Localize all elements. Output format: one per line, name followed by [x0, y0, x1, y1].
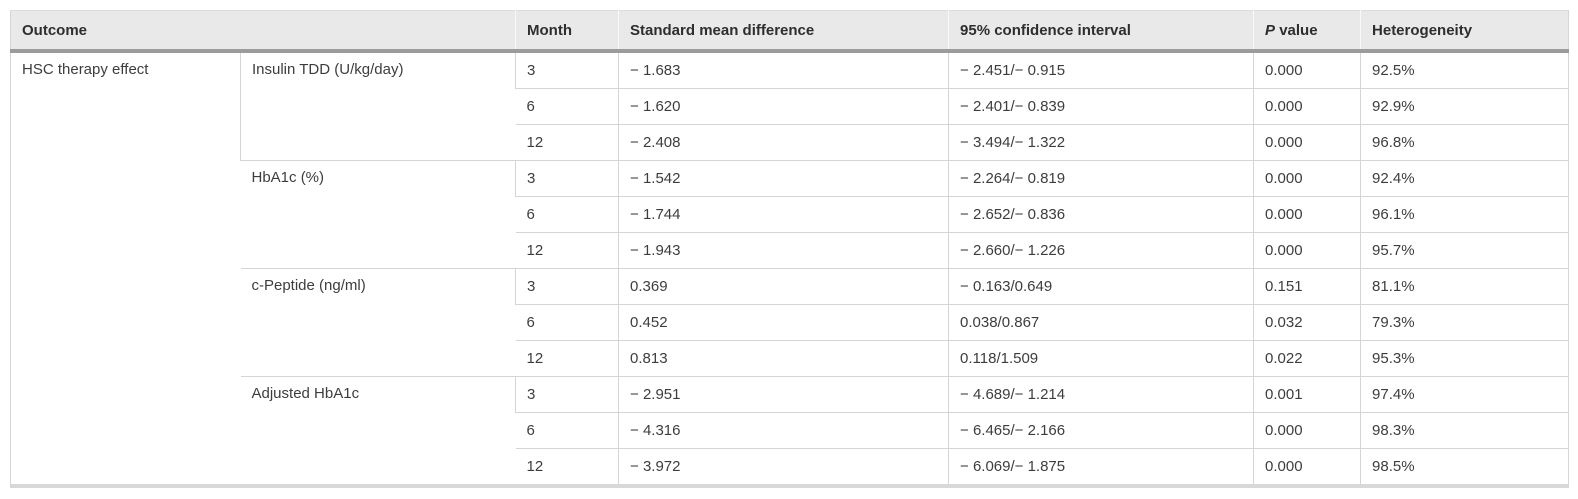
cell-heterogeneity: 98.5%: [1360, 448, 1569, 486]
table-row: 6 − 4.316 − 6.465/− 2.166 0.000 98.3%: [11, 412, 1569, 449]
cell-group-label: c-Peptide (ng/ml): [240, 268, 516, 377]
cell-month: 12: [515, 340, 619, 377]
cell-p-value: 0.000: [1253, 88, 1361, 125]
p-value-symbol: P: [1265, 21, 1276, 39]
cell-ci: − 2.652/− 0.836: [948, 196, 1254, 233]
cell-p-value: 0.000: [1253, 448, 1361, 486]
cell-group-label: Insulin TDD (U/kg/day): [239, 50, 516, 161]
cell-month: 6: [515, 412, 619, 449]
cell-ci: − 6.465/− 2.166: [948, 412, 1254, 449]
cell-p-value: 0.000: [1253, 124, 1361, 161]
cell-heterogeneity: 92.9%: [1360, 88, 1569, 125]
meta-analysis-table-container: Outcome Month Standard mean difference 9…: [10, 10, 1570, 488]
table-row: 12 − 2.408 − 3.494/− 1.322 0.000 96.8%: [11, 124, 1569, 161]
cell-outcome-label: HSC therapy effect: [10, 50, 241, 486]
cell-month: 12: [515, 232, 619, 269]
cell-month: 12: [515, 124, 619, 161]
header-row: Outcome Month Standard mean difference 9…: [10, 10, 1569, 53]
table-row: 12 0.813 0.118/1.509 0.022 95.3%: [11, 340, 1569, 377]
cell-p-value: 0.151: [1253, 268, 1361, 305]
cell-ci: − 6.069/− 1.875: [948, 448, 1254, 486]
cell-p-value: 0.000: [1253, 196, 1361, 233]
cell-month: 6: [515, 196, 619, 233]
cell-heterogeneity: 92.4%: [1360, 160, 1569, 197]
cell-p-value: 0.032: [1253, 304, 1361, 341]
cell-group-label: Adjusted HbA1c: [240, 376, 516, 486]
col-header-month: Month: [515, 10, 619, 53]
table-row: c-Peptide (ng/ml) 3 0.369 − 0.163/0.649 …: [11, 268, 1569, 377]
meta-analysis-results-table: Outcome Month Standard mean difference 9…: [10, 10, 1570, 488]
cell-month: 6: [515, 88, 619, 125]
col-header-p-value: P value: [1253, 10, 1361, 53]
cell-heterogeneity: 96.1%: [1360, 196, 1569, 233]
p-value-word: value: [1279, 21, 1318, 39]
cell-ci: 0.038/0.867: [948, 304, 1254, 341]
table-body: HSC therapy effect Insulin TDD (U/kg/day…: [10, 50, 1569, 486]
table-row: HbA1c (%) 3 − 1.542 − 2.264/− 0.819 0.00…: [11, 160, 1569, 269]
cell-smd: − 2.408: [618, 124, 949, 161]
cell-smd: − 1.943: [618, 232, 949, 269]
cell-ci: − 2.451/− 0.915: [948, 50, 1254, 89]
cell-ci: − 2.660/− 1.226: [948, 232, 1254, 269]
cell-smd: − 3.972: [618, 448, 949, 486]
cell-heterogeneity: 97.4%: [1360, 376, 1569, 413]
cell-month: 3: [515, 268, 619, 305]
cell-smd: − 1.683: [618, 50, 949, 89]
table-header: Outcome Month Standard mean difference 9…: [10, 10, 1569, 53]
col-header-ci: 95% confidence interval: [948, 10, 1254, 53]
cell-ci: − 4.689/− 1.214: [948, 376, 1254, 413]
cell-ci: 0.118/1.509: [948, 340, 1254, 377]
cell-smd: − 1.620: [618, 88, 949, 125]
cell-month: 3: [515, 376, 619, 413]
table-row: Adjusted HbA1c 3 − 2.951 − 4.689/− 1.214…: [11, 376, 1569, 486]
cell-smd: − 2.951: [618, 376, 949, 413]
cell-p-value: 0.000: [1253, 160, 1361, 197]
col-header-heterogeneity: Heterogeneity: [1360, 10, 1569, 53]
cell-ci: − 2.264/− 0.819: [948, 160, 1254, 197]
cell-ci: − 2.401/− 0.839: [948, 88, 1254, 125]
cell-heterogeneity: 92.5%: [1360, 50, 1569, 89]
table-row: HSC therapy effect Insulin TDD (U/kg/day…: [10, 50, 1569, 486]
cell-smd: 0.452: [618, 304, 949, 341]
table-row: 12 − 3.972 − 6.069/− 1.875 0.000 98.5%: [11, 448, 1569, 486]
cell-heterogeneity: 95.3%: [1360, 340, 1569, 377]
cell-p-value: 0.000: [1253, 50, 1361, 89]
cell-heterogeneity: 79.3%: [1360, 304, 1569, 341]
cell-heterogeneity: 81.1%: [1360, 268, 1569, 305]
col-header-outcome: Outcome: [10, 10, 516, 53]
cell-p-value: 0.001: [1253, 376, 1361, 413]
cell-smd: − 1.744: [618, 196, 949, 233]
cell-heterogeneity: 96.8%: [1360, 124, 1569, 161]
cell-ci: − 0.163/0.649: [948, 268, 1254, 305]
cell-smd: − 4.316: [618, 412, 949, 449]
cell-ci: − 3.494/− 1.322: [948, 124, 1254, 161]
cell-smd: − 1.542: [618, 160, 949, 197]
cell-heterogeneity: 95.7%: [1360, 232, 1569, 269]
cell-month: 6: [515, 304, 619, 341]
cell-heterogeneity: 98.3%: [1360, 412, 1569, 449]
cell-smd: 0.369: [618, 268, 949, 305]
cell-month: 12: [515, 448, 619, 486]
cell-p-value: 0.000: [1253, 412, 1361, 449]
cell-p-value: 0.022: [1253, 340, 1361, 377]
cell-smd: 0.813: [618, 340, 949, 377]
col-header-smd: Standard mean difference: [618, 10, 949, 53]
cell-p-value: 0.000: [1253, 232, 1361, 269]
table-row: 12 − 1.943 − 2.660/− 1.226 0.000 95.7%: [11, 232, 1569, 269]
table-row: 6 − 1.744 − 2.652/− 0.836 0.000 96.1%: [11, 196, 1569, 233]
cell-month: 3: [515, 160, 619, 197]
cell-group-label: HbA1c (%): [240, 160, 516, 269]
table-row: 6 − 1.620 − 2.401/− 0.839 0.000 92.9%: [11, 88, 1569, 125]
cell-month: 3: [515, 50, 619, 89]
table-row: 6 0.452 0.038/0.867 0.032 79.3%: [11, 304, 1569, 341]
